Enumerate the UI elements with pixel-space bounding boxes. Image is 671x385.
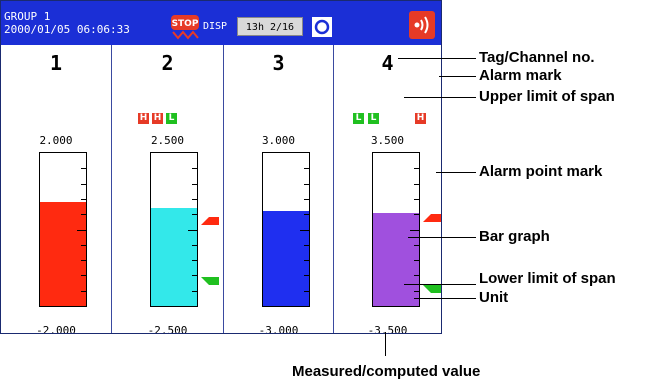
callout-upper-limit: Upper limit of span bbox=[479, 88, 615, 105]
scale-tick bbox=[300, 229, 310, 231]
figure-title bbox=[0, 0, 440, 16]
scale-tick bbox=[414, 290, 420, 292]
alarm-mark-l: L bbox=[166, 113, 177, 124]
scale-tick bbox=[304, 198, 310, 200]
scale-tick bbox=[414, 260, 420, 262]
status-bar: GROUP 1 2000/01/05 06:06:33 STOP DISP 13… bbox=[1, 1, 441, 45]
scale-tick bbox=[192, 168, 198, 170]
scale-tick bbox=[414, 198, 420, 200]
lower-limit: -2.000 bbox=[36, 324, 76, 334]
bar-graph bbox=[150, 152, 198, 307]
alarm-sound-icon bbox=[409, 11, 435, 39]
page-indicator: 13h 2/16 bbox=[237, 17, 303, 36]
callout-unit: Unit bbox=[479, 289, 509, 306]
lower-limit: -3.500 bbox=[367, 324, 408, 334]
stop-icon: STOP bbox=[170, 14, 200, 41]
stop-label: STOP bbox=[172, 19, 199, 29]
callout-line-alarm-point bbox=[436, 172, 476, 173]
scale-tick bbox=[188, 229, 198, 231]
callout-line-unit bbox=[414, 298, 476, 299]
scale-tick bbox=[192, 244, 198, 246]
scale-tick bbox=[192, 198, 198, 200]
callout-line-upper bbox=[404, 97, 476, 98]
scale-tick bbox=[304, 214, 310, 216]
upper-limit: 2.000 bbox=[39, 134, 73, 147]
scale-tick bbox=[414, 214, 420, 216]
cycle-icon bbox=[310, 15, 334, 39]
alarm-mark-h: H bbox=[152, 113, 163, 124]
scale-tick bbox=[192, 260, 198, 262]
scale-tick bbox=[81, 275, 87, 277]
scale-tick bbox=[81, 290, 87, 292]
alarm-mark-l: L bbox=[353, 113, 364, 124]
scale-tick bbox=[192, 275, 198, 277]
bar-fill bbox=[40, 202, 86, 306]
scale-tick bbox=[81, 260, 87, 262]
upper-limit: 3.000 bbox=[261, 134, 296, 147]
scale-tick bbox=[304, 183, 310, 185]
channel-panel-1: 12.000-2.000[V]0.712 bbox=[1, 45, 112, 334]
callout-measured: Measured/computed value bbox=[292, 363, 481, 380]
scale-tick bbox=[81, 244, 87, 246]
callout-alarm-mark: Alarm mark bbox=[479, 67, 562, 84]
upper-limit: 3.500 bbox=[370, 134, 405, 147]
alarm-mark-h: H bbox=[415, 113, 426, 124]
bar-fill bbox=[151, 207, 197, 306]
callout-lower-limit: Lower limit of span bbox=[479, 270, 616, 287]
scale-tick bbox=[81, 214, 87, 216]
scale-tick bbox=[414, 275, 420, 277]
scale-tick bbox=[81, 183, 87, 185]
bar-graph bbox=[262, 152, 310, 307]
callout-tag-channel: Tag/Channel no. bbox=[479, 49, 595, 66]
tag-number: 2 bbox=[161, 51, 174, 75]
alarm-point-mark bbox=[423, 284, 441, 293]
alarm-point-mark bbox=[201, 277, 219, 286]
scale-tick bbox=[81, 198, 87, 200]
bar-fill bbox=[263, 211, 309, 306]
scale-tick bbox=[77, 229, 87, 231]
callout-line-measured bbox=[385, 332, 386, 356]
scale-tick bbox=[414, 183, 420, 185]
date-time: 2000/01/05 06:06:33 bbox=[4, 23, 130, 36]
tag-number: 4 bbox=[381, 51, 394, 75]
callout-line-lower bbox=[404, 284, 476, 285]
scale-tick bbox=[304, 290, 310, 292]
scale-tick bbox=[414, 244, 420, 246]
alarm-mark-l: L bbox=[368, 113, 379, 124]
lower-limit: -3.000 bbox=[258, 324, 299, 334]
scale-tick bbox=[304, 275, 310, 277]
upper-limit: 2.500 bbox=[150, 134, 185, 147]
callout-alarm-point: Alarm point mark bbox=[479, 163, 603, 180]
scale-tick bbox=[304, 168, 310, 170]
display-screen: GROUP 1 2000/01/05 06:06:33 STOP DISP 13… bbox=[0, 0, 442, 334]
scale-tick bbox=[410, 229, 420, 231]
bar-graph bbox=[372, 152, 420, 307]
scale-tick bbox=[414, 168, 420, 170]
callout-line-tag bbox=[398, 58, 476, 59]
scale-tick bbox=[304, 244, 310, 246]
disp-label: DISP bbox=[203, 21, 228, 32]
alarm-mark-h: H bbox=[138, 113, 149, 124]
scale-tick bbox=[192, 290, 198, 292]
lower-limit: -2.500 bbox=[147, 324, 188, 334]
tag-number: 3 bbox=[272, 51, 285, 75]
scale-tick bbox=[192, 214, 198, 216]
scale-tick bbox=[304, 260, 310, 262]
bar-graph bbox=[39, 152, 87, 307]
scale-tick bbox=[192, 183, 198, 185]
alarm-point-mark bbox=[423, 213, 441, 222]
callout-bar-graph: Bar graph bbox=[479, 228, 550, 245]
tag-number: 1 bbox=[49, 51, 63, 75]
channel-panel-3: 33.000-3.000[V]0.711 bbox=[224, 45, 334, 334]
scale-tick bbox=[81, 168, 87, 170]
group-name: GROUP 1 bbox=[4, 10, 51, 23]
alarm-point-mark bbox=[201, 216, 219, 225]
callout-line-bar-graph bbox=[408, 237, 476, 238]
bar-fill bbox=[373, 213, 419, 306]
callout-line-alarm-mark bbox=[439, 76, 476, 77]
